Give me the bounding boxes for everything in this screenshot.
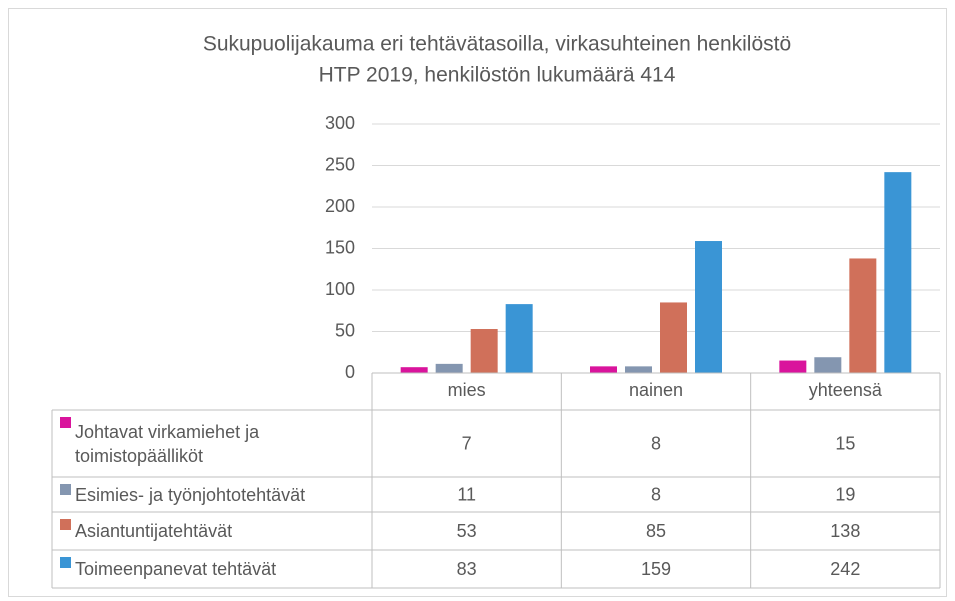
legend-label: Johtavat virkamiehet ja toimistopäällikö… [75, 421, 260, 466]
table-value: 15 [835, 433, 855, 453]
legend-entry: Asiantuntijatehtävät [60, 512, 368, 550]
legend-label: Esimies- ja työnjohtotehtävät [75, 484, 306, 505]
y-tick-label: 100 [325, 279, 355, 299]
bar [660, 302, 687, 373]
legend-entry: Johtavat virkamiehet ja toimistopäällikö… [60, 410, 368, 477]
legend-key [60, 417, 71, 428]
table-value: 8 [651, 433, 661, 453]
legend-entry: Toimeenpanevat tehtävät [60, 550, 368, 588]
legend-entry: Esimies- ja työnjohtotehtävät [60, 477, 368, 512]
table-value: 159 [641, 559, 671, 579]
y-tick-label: 250 [325, 154, 355, 174]
legend-key [60, 519, 71, 530]
table-value: 138 [830, 521, 860, 541]
legend-key [60, 557, 71, 568]
legend-label: Toimeenpanevat tehtävät [75, 559, 277, 579]
bar [779, 360, 807, 373]
bar [814, 357, 842, 373]
chart-border [8, 8, 947, 597]
chart-title: Sukupuolijakauma eri tehtävätasoilla, vi… [203, 33, 791, 56]
y-tick-label: 150 [325, 237, 355, 257]
y-tick-label: 300 [325, 113, 355, 133]
bar [470, 329, 498, 373]
bar [590, 366, 617, 373]
table-value: 19 [835, 484, 855, 504]
y-tick-label: 50 [335, 320, 355, 340]
chart-subtitle: HTP 2019, henkilöstön lukumäärä 414 [319, 64, 676, 87]
table-value: 8 [651, 484, 661, 504]
bar [695, 241, 722, 373]
y-tick-label: 200 [325, 196, 355, 216]
bar [435, 363, 463, 373]
bar [505, 304, 533, 373]
bar [400, 367, 428, 373]
bar [625, 366, 652, 373]
table-value: 7 [462, 433, 472, 453]
legend-key [60, 484, 71, 495]
table-value: 83 [457, 559, 477, 579]
bar [884, 172, 912, 373]
x-tick-label: yhteensä [809, 380, 883, 400]
legend-label: Asiantuntijatehtävät [75, 521, 233, 541]
table-value: 242 [830, 559, 860, 579]
table-value: 85 [646, 521, 666, 541]
table-value: 53 [457, 521, 477, 541]
x-tick-label: nainen [629, 380, 683, 400]
y-tick-label: 0 [345, 362, 355, 382]
table-value: 11 [457, 484, 476, 504]
bar [849, 258, 877, 373]
x-tick-label: mies [448, 380, 486, 400]
